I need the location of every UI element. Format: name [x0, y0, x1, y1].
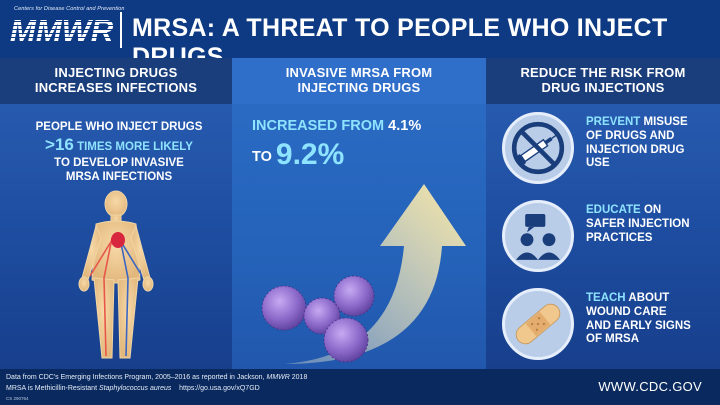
heading-line: REDUCE THE RISK FROM — [520, 65, 686, 81]
heading-line: DRUG INJECTIONS — [541, 80, 665, 95]
tip-line: OF DRUGS AND — [586, 129, 675, 142]
data-source-note: Data from CDC's Emerging Infections Prog… — [6, 374, 307, 381]
note-text: Staphylococcus aureus — [98, 385, 172, 392]
panel-reduce-risk: REDUCE THE RISK FROM DRUG INJECTIONS PRE… — [486, 58, 720, 369]
to-label: TO — [252, 149, 272, 166]
tip-line: ON — [643, 204, 662, 216]
tip-line: PRACTICES — [586, 231, 653, 244]
header: Centers for Disease Control and Preventi… — [0, 0, 720, 71]
stat-highlight: TIMES MORE LIKELY — [77, 141, 193, 154]
page-title: MRSA: A THREAT TO PEOPLE WHO INJECT DRUG… — [132, 14, 668, 71]
heading-line: INVASIVE MRSA FROM — [285, 65, 433, 81]
tip-teach: TEACH ABOUT WOUND CARE AND EARLY SIGNS O… — [502, 288, 712, 360]
no-syringe-icon — [502, 112, 574, 184]
note-text: MRSA is Methicillin-Resistant — [6, 385, 98, 392]
tip-prevent: PREVENT MISUSE OF DRUGS AND INJECTION DR… — [502, 112, 712, 184]
stat-line: PEOPLE WHO INJECT DRUGS — [35, 121, 203, 133]
panel-invasive-mrsa: INVASIVE MRSA FROM INJECTING DRUGS INCRE… — [232, 58, 486, 369]
panel-heading: INJECTING DRUGS INCREASES INFECTIONS — [0, 58, 232, 104]
tip-text: PREVENT MISUSE OF DRUGS AND INJECTION DR… — [586, 116, 712, 171]
tip-line: MISUSE — [643, 116, 688, 128]
tip-line: USE — [586, 157, 610, 170]
tip-line: INJECTION DRUG — [586, 143, 685, 156]
note-text: MMWR — [266, 374, 290, 381]
rising-arrow-with-bacteria-icon — [261, 184, 466, 364]
bandage-icon — [502, 288, 574, 360]
tip-line: WOUND CARE — [586, 305, 667, 318]
tip-line: AND EARLY SIGNS — [586, 319, 691, 332]
from-value: 4.1% — [388, 118, 422, 134]
heading-line: INJECTING DRUGS — [54, 65, 178, 81]
definition-note: MRSA is Methicillin-Resistant Staphyloco… — [6, 385, 260, 392]
tip-line: ABOUT — [628, 292, 670, 304]
header-divider — [120, 12, 122, 48]
short-link[interactable]: https://go.usa.gov/xQ7GD — [179, 385, 260, 392]
increase-label: INCREASED FROM — [252, 118, 385, 134]
to-value: 9.2% — [275, 138, 345, 172]
stat-line: TO DEVELOP INVASIVE — [54, 156, 184, 169]
tip-text: TEACH ABOUT WOUND CARE AND EARLY SIGNS O… — [586, 292, 712, 347]
people-speech-icon — [502, 200, 574, 272]
panel-injecting-drugs: INJECTING DRUGS INCREASES INFECTIONS PEO… — [0, 58, 232, 369]
human-body-circulatory-icon — [78, 190, 154, 359]
footer: Data from CDC's Emerging Infections Prog… — [0, 369, 720, 405]
note-text: 2018 — [291, 374, 308, 381]
tip-keyword: EDUCATE — [586, 204, 641, 216]
tip-line: SAFER INJECTION — [586, 217, 690, 230]
note-text: Data from CDC's Emerging Infections Prog… — [6, 374, 265, 381]
panel-heading: REDUCE THE RISK FROM DRUG INJECTIONS — [486, 58, 720, 104]
increase-statistic: INCREASED FROM 4.1% TO 9.2% — [252, 118, 472, 173]
tip-text: EDUCATE ON SAFER INJECTION PRACTICES — [586, 204, 712, 245]
tip-keyword: TEACH — [586, 292, 626, 304]
risk-statistic: PEOPLE WHO INJECT DRUGS >16 TIMES MORE L… — [14, 120, 224, 184]
mmwr-logo-text: MMWR — [10, 13, 114, 48]
stat-line: MRSA INFECTIONS — [65, 171, 173, 183]
tip-line: OF MRSA — [586, 333, 640, 346]
tip-keyword: PREVENT — [586, 116, 641, 128]
tip-educate: EDUCATE ON SAFER INJECTION PRACTICES — [502, 200, 712, 272]
panel-heading: INVASIVE MRSA FROM INJECTING DRUGS — [232, 58, 486, 104]
cdc-website-link[interactable]: WWW.CDC.GOV — [598, 379, 702, 394]
mmwr-logo[interactable]: MMWR — [10, 13, 114, 49]
document-id: CS 290764 — [6, 396, 29, 401]
stat-multiplier: >16 — [45, 135, 74, 155]
heading-line: INJECTING DRUGS — [297, 80, 421, 95]
agency-name: Centers for Disease Control and Preventi… — [14, 6, 125, 12]
heading-line: INCREASES INFECTIONS — [34, 80, 198, 95]
